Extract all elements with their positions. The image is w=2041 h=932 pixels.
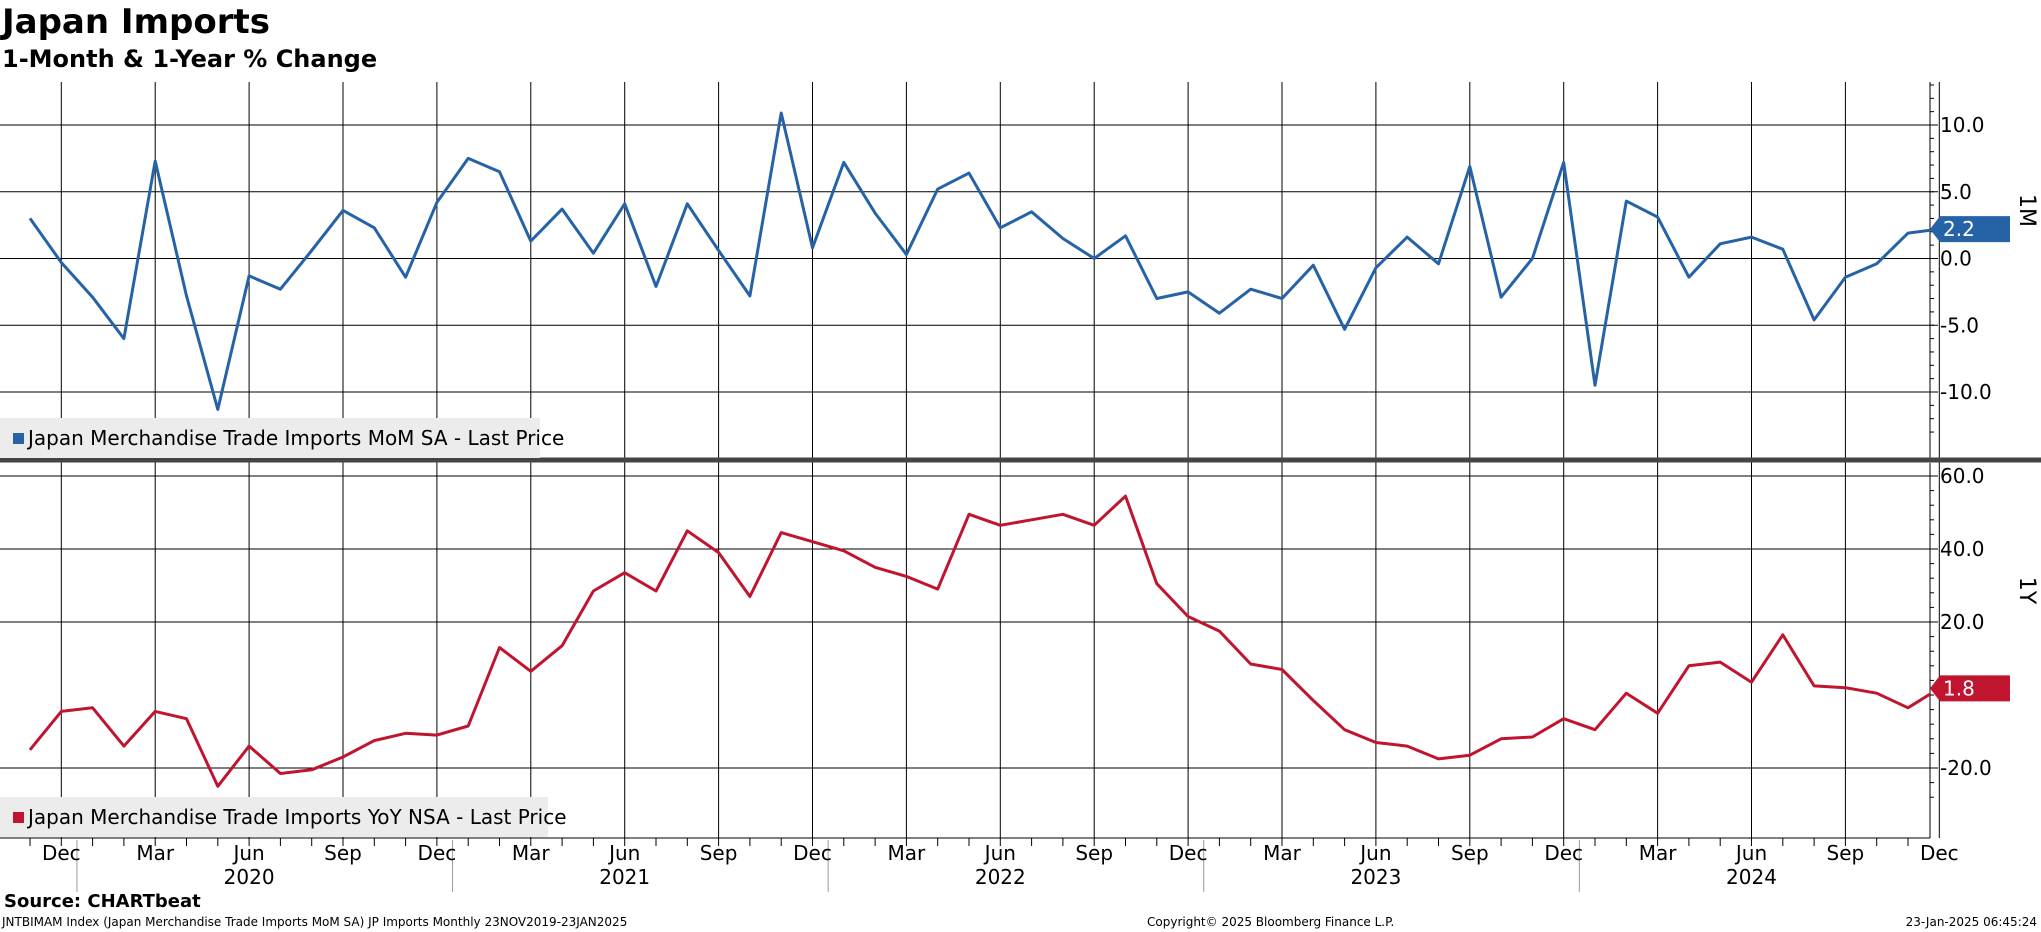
series-line <box>28 494 1930 788</box>
footer-timestamp: 23-Jan-2025 06:45:24 <box>1905 915 2037 929</box>
x-tick-label: Mar <box>1263 841 1302 865</box>
legend-swatch <box>13 812 24 823</box>
x-tick-label: Sep <box>324 841 362 865</box>
last-value-label: 2.2 <box>1943 217 1975 241</box>
legend-label: Japan Merchandise Trade Imports YoY NSA … <box>26 805 567 829</box>
x-tick-label: Mar <box>888 841 927 865</box>
legend-box <box>0 797 548 837</box>
x-tick-label: Sep <box>1827 841 1865 865</box>
x-tick-label: Jun <box>607 841 640 865</box>
x-tick-label: Dec <box>793 841 832 865</box>
source-note: Source: CHARTbeat <box>4 891 201 912</box>
x-year-label: 2023 <box>1350 865 1401 889</box>
last-value-label: 1.8 <box>1943 676 1975 700</box>
x-tick-label: Sep <box>1075 841 1113 865</box>
footer-copyright: Copyright© 2025 Bloomberg Finance L.P. <box>1147 915 1395 929</box>
series-line <box>28 111 1930 411</box>
x-tick-label: Dec <box>1544 841 1583 865</box>
legend-swatch <box>13 433 24 444</box>
axis-layer <box>0 82 2041 892</box>
last-value-tag <box>1930 675 2010 702</box>
y-tick-label: 10.0 <box>1940 113 1985 137</box>
legend-label: Japan Merchandise Trade Imports MoM SA -… <box>26 426 564 450</box>
x-year-label: 2024 <box>1726 865 1777 889</box>
x-tick-label: Jun <box>231 841 264 865</box>
y-tick-label: 0.0 <box>1940 247 1972 271</box>
x-tick-label: Jun <box>1358 841 1391 865</box>
x-year-label: 2021 <box>599 865 650 889</box>
x-tick-label: Dec <box>1169 841 1208 865</box>
chart-subtitle: 1-Month & 1-Year % Change <box>2 45 378 73</box>
last-value-tag <box>1930 216 2010 243</box>
series-layer <box>28 111 1930 788</box>
y-axis-title: 1Y <box>2014 577 2039 605</box>
x-tick-label: Jun <box>983 841 1016 865</box>
x-tick-label: Mar <box>136 841 175 865</box>
y-tick-label: -20.0 <box>1940 756 1992 780</box>
x-tick-label: Jun <box>1734 841 1767 865</box>
x-tick-label: Dec <box>42 841 81 865</box>
x-tick-label: Dec <box>1920 841 1959 865</box>
footer-index-info: JNTBIMAM Index (Japan Merchandise Trade … <box>2 915 628 929</box>
y-axis-title: 1M <box>2014 194 2039 227</box>
x-tick-label: Sep <box>1451 841 1489 865</box>
x-year-label: 2022 <box>975 865 1026 889</box>
y-tick-label: 5.0 <box>1940 180 1972 204</box>
y-tick-label: 60.0 <box>1940 464 1985 488</box>
chart-title: Japan Imports <box>2 2 270 42</box>
y-tick-label: 20.0 <box>1940 610 1985 634</box>
x-tick-label: Sep <box>700 841 738 865</box>
label-layer: Dec Mar Jun Sep Dec Mar Jun Sep Dec Mar Jun Sep Dec M… <box>0 113 2039 889</box>
legend-box <box>0 418 540 458</box>
x-year-label: 2020 <box>224 865 275 889</box>
y-tick-label: -10.0 <box>1940 380 1992 404</box>
x-tick-label: Mar <box>1639 841 1678 865</box>
x-tick-label: Mar <box>512 841 551 865</box>
y-tick-label: -5.0 <box>1940 313 1979 337</box>
x-tick-label: Dec <box>418 841 457 865</box>
y-tick-label: 40.0 <box>1940 537 1985 561</box>
